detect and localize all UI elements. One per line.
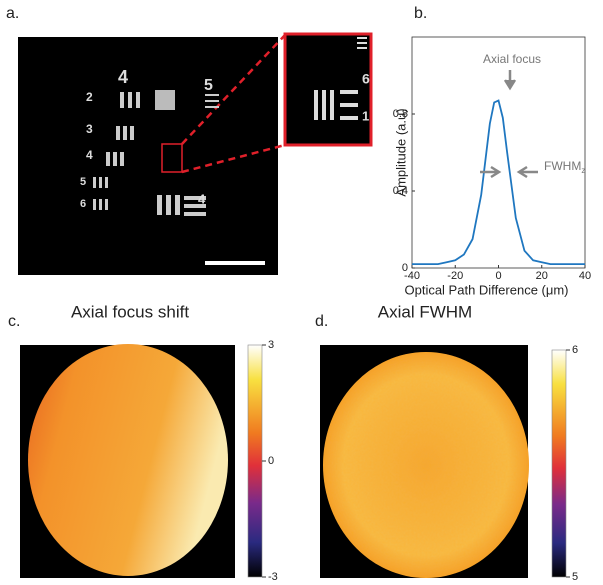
arrow: [505, 70, 515, 88]
x-tick-label: 0: [495, 270, 501, 282]
target-label: 5: [204, 77, 213, 94]
target-label: 1: [362, 108, 369, 123]
colorbar-tick-label: 3: [268, 339, 274, 351]
annotation: Axial focus: [483, 52, 541, 66]
x-axis-label: Optical Path Difference (μm): [404, 282, 568, 297]
colorbar-tick-label: 6: [572, 344, 578, 356]
inset-image: [285, 34, 371, 145]
panel-label: b.: [414, 5, 427, 22]
fwhm-map: [323, 352, 529, 578]
colorbar: [552, 350, 566, 577]
target-label: 3: [86, 122, 93, 136]
target-label: 4: [86, 148, 93, 162]
target-label: 6: [362, 71, 370, 87]
target-square: [155, 90, 175, 110]
colorbar-tick-label: -3: [268, 571, 278, 583]
x-tick-label: 20: [536, 270, 548, 282]
panel-label: d.: [315, 313, 328, 330]
arrow: [519, 167, 538, 177]
figure: b.-40-200204000.40.8Optical Path Differe…: [0, 0, 603, 585]
panel-label: a.: [6, 5, 19, 22]
colorbar-tick-label: 0: [268, 455, 274, 467]
target-image: [18, 37, 278, 275]
line-series: [412, 101, 585, 265]
target-label: 4: [198, 191, 206, 206]
colorbar-tick-label: 5: [572, 571, 578, 583]
y-tick-label: 0: [402, 262, 408, 274]
target-label: 6: [80, 198, 86, 210]
x-tick-label: 40: [579, 270, 591, 282]
y-axis-label: Amplitude (a.u): [393, 108, 408, 196]
target-label: 2: [86, 90, 93, 104]
scale-bar: [205, 261, 265, 265]
target-label: 4: [118, 67, 128, 87]
target-label: 5: [80, 176, 86, 188]
colorbar: [248, 345, 262, 577]
panel-label: c.: [8, 313, 20, 330]
annotation: FWHMz: [544, 159, 585, 175]
x-tick-label: -20: [447, 270, 463, 282]
annotation-text: FWHM: [544, 159, 581, 173]
annotation-subscript: z: [581, 166, 585, 175]
panel-title: Axial FWHM: [378, 302, 472, 321]
plot-frame: [412, 37, 585, 268]
focus-map: [28, 344, 228, 576]
panel-title: Axial focus shift: [71, 302, 189, 321]
